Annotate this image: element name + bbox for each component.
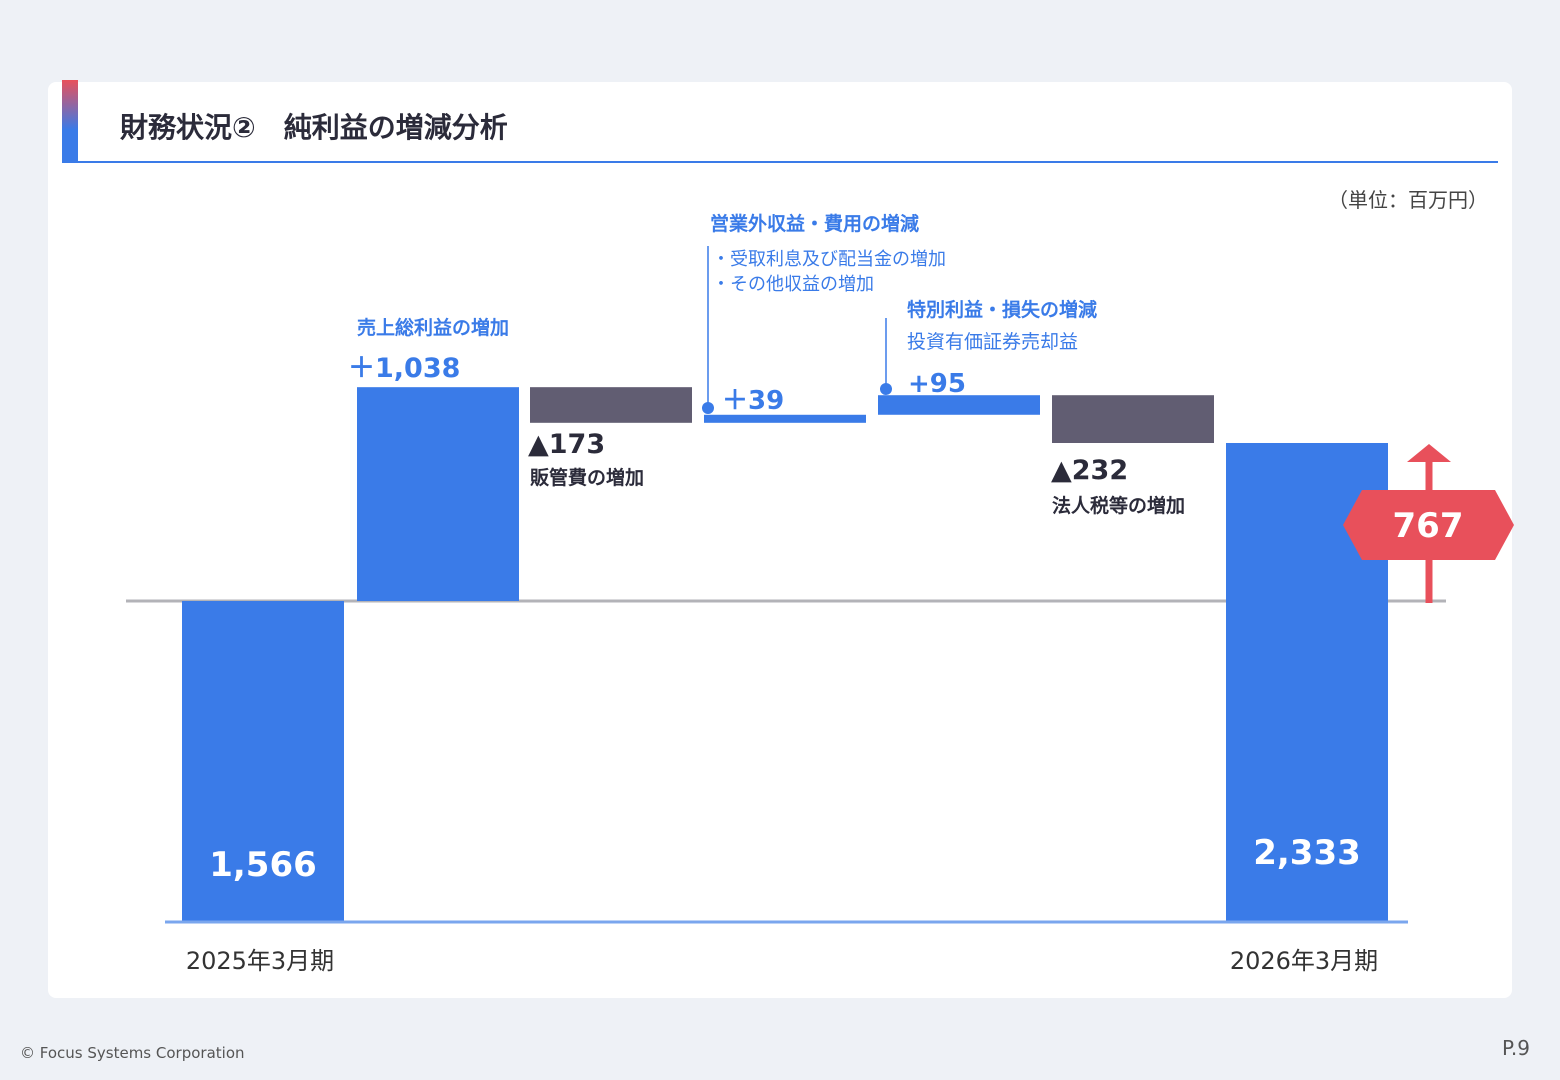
delta-value-label: ＋39 [722, 386, 784, 416]
x-category-label: 2026年3月期 [1230, 947, 1378, 975]
bar-delta-4 [878, 395, 1040, 415]
annotation-caption: 販管費の増加 [530, 466, 644, 489]
page-title: 財務状況② 純利益の増減分析 [120, 111, 508, 144]
title-bar: 財務状況② 純利益の増減分析 [62, 80, 1498, 163]
page-number: P.9 [1501, 1036, 1530, 1060]
change-arrow-head [1407, 444, 1451, 462]
bar-delta-3 [704, 414, 866, 423]
bar-value-label: 2,333 [1253, 833, 1361, 873]
annotation-caption: 法人税等の増加 [1052, 494, 1185, 517]
bar-delta-5 [1052, 395, 1214, 443]
bar-total-0 [182, 601, 344, 921]
delta-value-label: ▲232 [1051, 455, 1128, 486]
bar-value-label: 1,566 [209, 845, 317, 885]
annotation-heading: 売上総利益の増加 [357, 316, 509, 339]
delta-value-label: ▲173 [528, 429, 605, 460]
change-badge-label: 767 [1393, 506, 1464, 546]
change-badge [1343, 490, 1514, 560]
annotation-heading: 営業外収益・費用の増減 [710, 212, 919, 235]
annotation-note: 投資有価証券売却益 [907, 331, 1078, 353]
bar-delta-2 [530, 387, 692, 423]
annotation-leader-dot [702, 402, 714, 414]
unit-label: （単位：百万円） [1328, 188, 1488, 212]
copyright-text: © Focus Systems Corporation [20, 1044, 245, 1062]
x-category-label: 2025年3月期 [186, 947, 334, 975]
title-underline [78, 161, 1498, 163]
annotation-leader-dot [880, 383, 892, 395]
delta-value-label: +95 [908, 369, 966, 399]
delta-value-label: ＋1,038 [348, 353, 460, 384]
annotation-heading: 特別利益・損失の増減 [907, 298, 1097, 321]
annotation-note: ・受取利息及び配当金の増加 [712, 249, 946, 270]
bar-delta-1 [357, 387, 519, 601]
title-accent-bar [62, 80, 78, 163]
annotation-note: ・その他収益の増加 [712, 274, 874, 295]
